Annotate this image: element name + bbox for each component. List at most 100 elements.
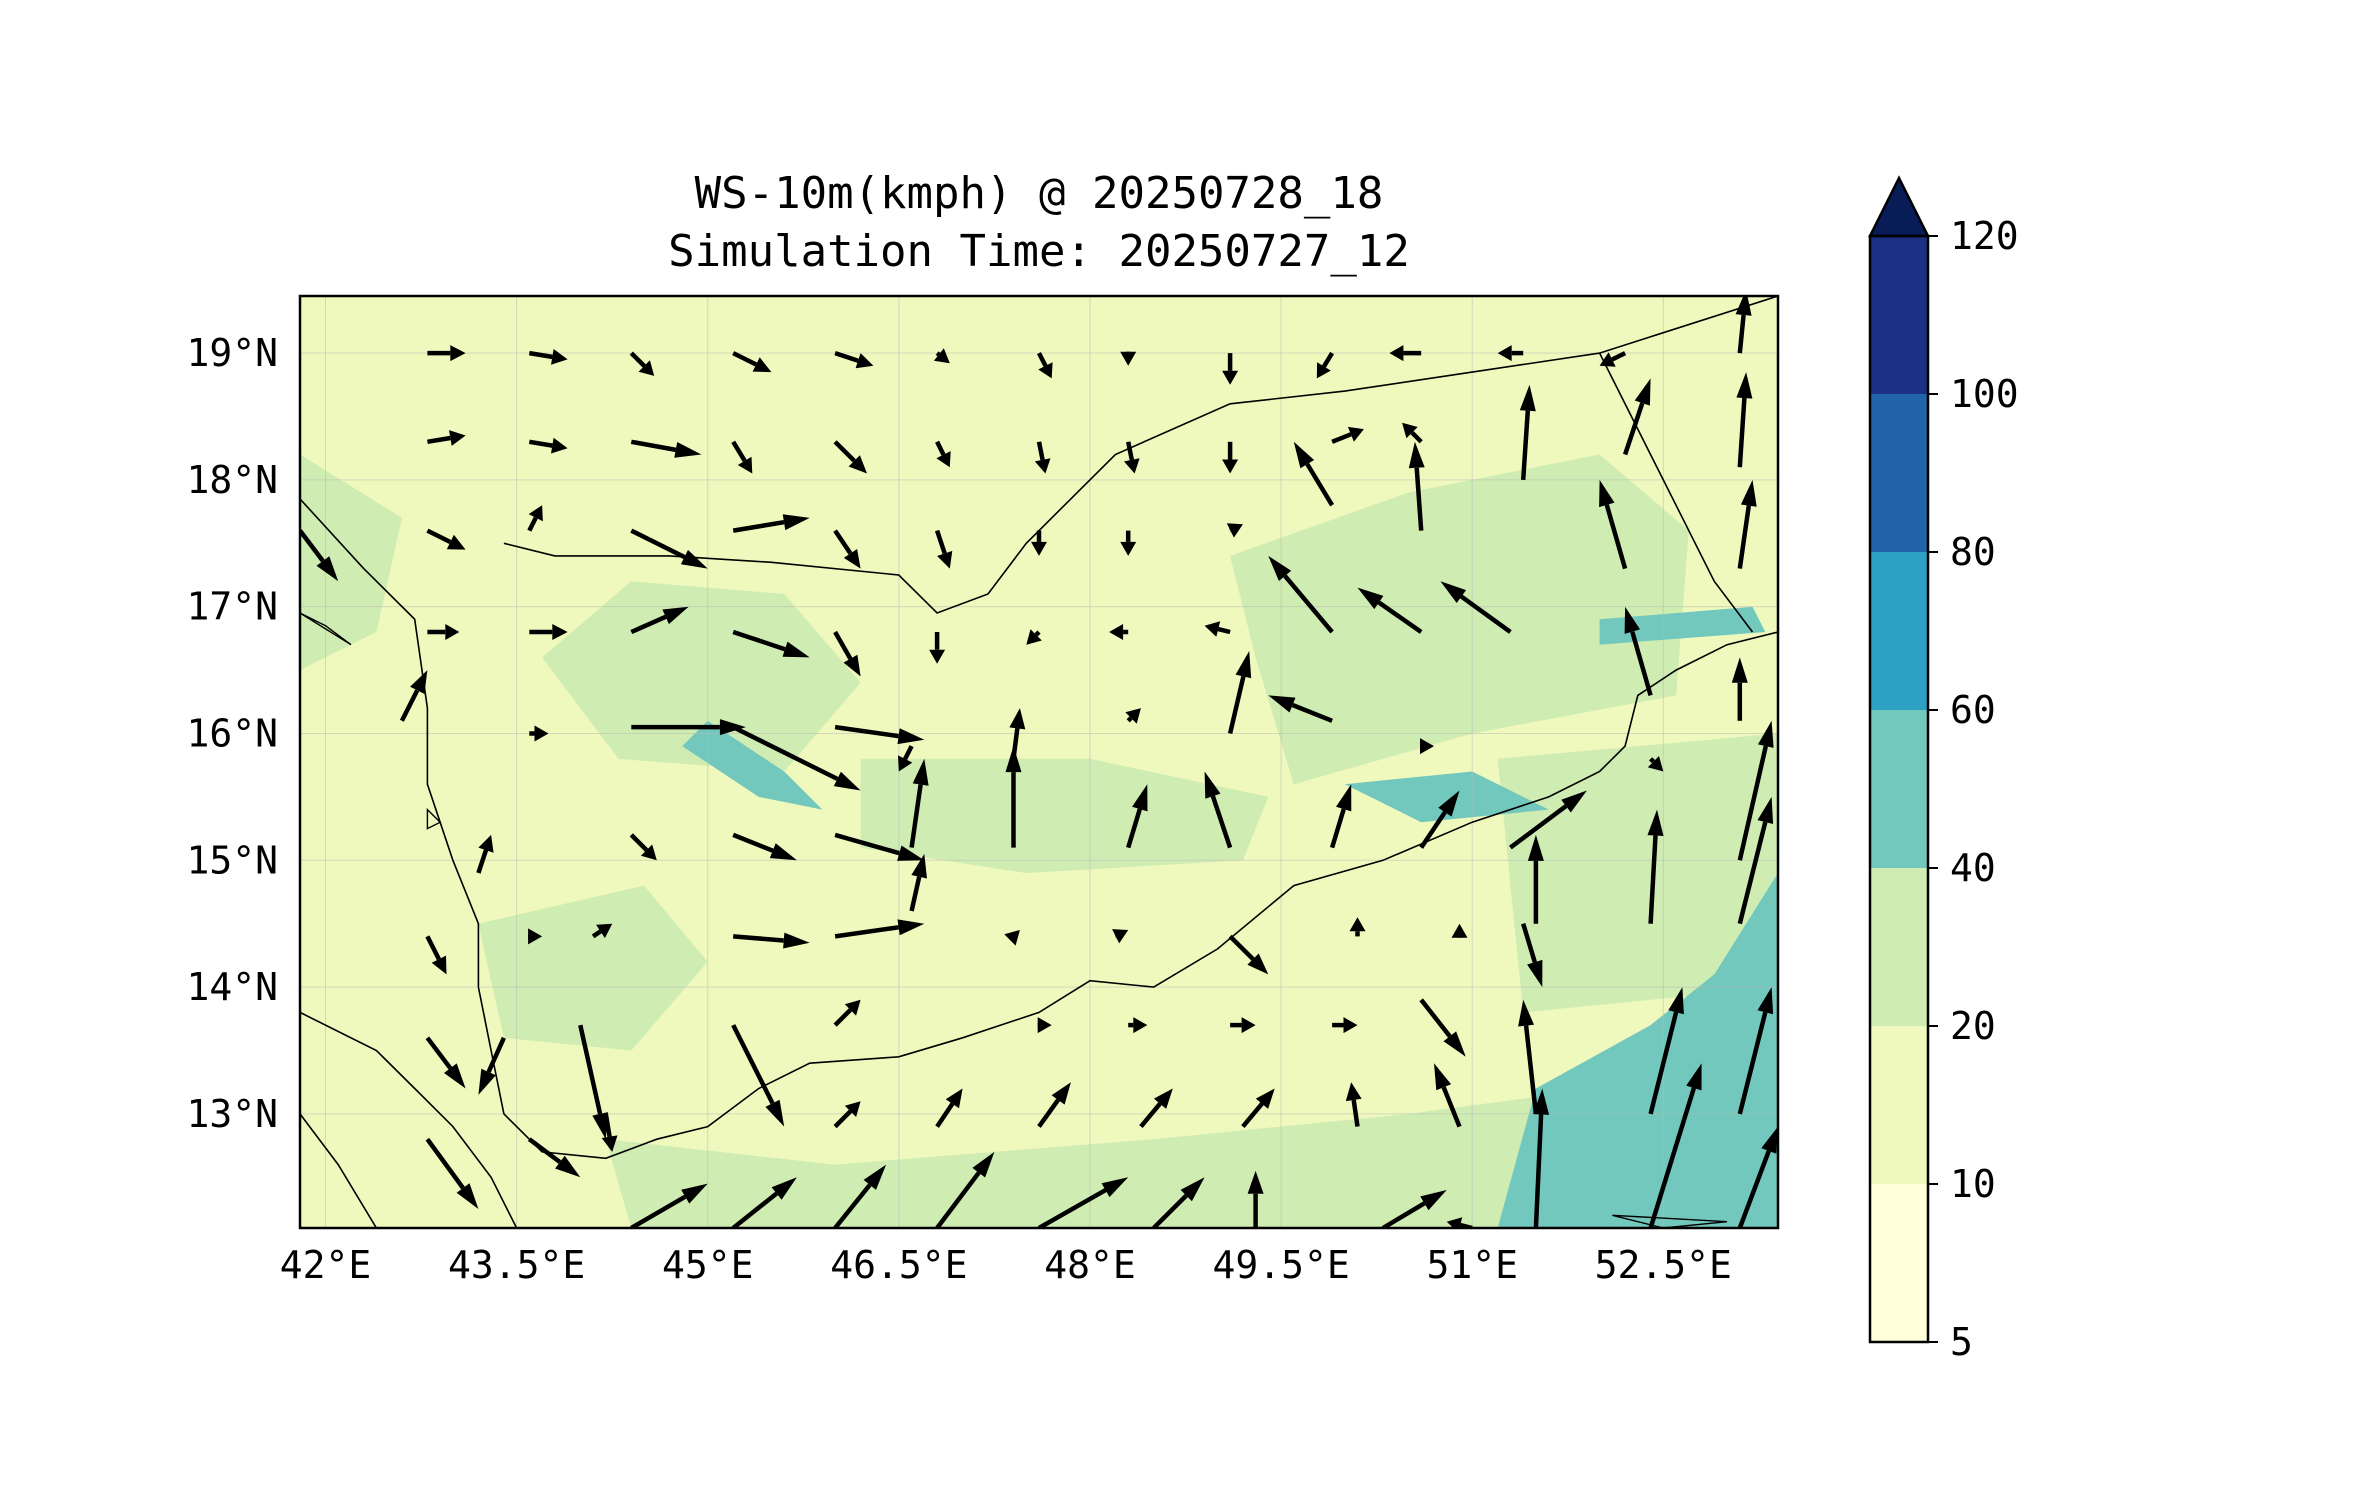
wind-arrow [1527,834,1544,924]
wind-arrow [631,719,746,736]
wind-arrow [732,351,772,373]
wind-arrow [1004,930,1020,946]
wind-arrow [476,834,494,874]
wind-arrow [929,632,946,664]
wind-arrow [1737,720,1774,861]
island [300,612,352,646]
wind-arrow [1227,651,1252,735]
wind-arrow [834,919,925,939]
country-border [300,1011,518,1228]
wind-arrow [732,629,810,658]
y-tick-label: 16°N [186,711,278,755]
wind-arrow [1509,790,1587,850]
speed-zone-40-60 [1497,873,1778,1228]
wind-arrow [1247,1170,1264,1228]
wind-arrow [909,758,929,848]
speed-zone-20-40 [860,758,1269,873]
x-tick-label: 51°E [1426,1243,1518,1287]
wind-arrow [1419,790,1460,849]
wind-arrow [1316,351,1335,379]
wind-arrow [1402,422,1423,444]
wind-arrow [1647,809,1664,924]
wind-arrow [732,514,810,533]
wind-arrow [834,724,925,745]
wind-arrow [834,350,874,369]
colorbar-label: 10 [1950,1162,1996,1206]
wind-arrow [478,1036,506,1095]
wind-arrow [1389,345,1422,362]
wind-arrow [732,832,797,861]
wind-arrow [1124,441,1140,474]
wind-arrow [1268,555,1334,634]
wind-arrow [425,1036,466,1089]
wind-arrow [1599,479,1628,570]
y-tick-label: 14°N [186,965,278,1009]
wind-arrow [1518,999,1539,1115]
map-frame [298,294,1780,1230]
wind-arrow [1230,1017,1256,1034]
wind-arrow [591,923,613,939]
wind-arrow [1357,587,1423,634]
wind-arrow [425,935,447,975]
y-tick-label: 19°N [186,331,278,375]
wind-arrow [425,1137,479,1209]
wind-arrow [833,1164,887,1228]
wind-arrow [1731,657,1748,721]
x-tick-label: 52.5°E [1595,1243,1732,1287]
wind-arrow [1451,923,1468,938]
wind-arrow [833,630,861,677]
colorbar-segment [1870,1184,1928,1342]
wind-arrow [1420,738,1434,755]
wind-arrow [1408,441,1425,531]
wind-arrow [1737,796,1774,925]
wind-arrow [1036,352,1053,379]
wind-arrow [1109,624,1129,640]
wind-arrow [1026,629,1042,645]
speed-zone-40-60 [682,720,823,810]
y-tick-label: 17°N [186,585,278,629]
wind-arrow [1125,708,1141,724]
wind-arrow [935,1088,963,1128]
coastline [300,498,1778,1160]
wind-arrow [1241,1088,1275,1129]
colorbar-segment [1870,710,1928,868]
colorbar-label: 100 [1950,372,2019,416]
wind-arrow [1648,1063,1702,1228]
map-area [300,296,1778,1228]
wind-arrow [1735,296,1752,354]
wind-arrow [630,1183,708,1228]
map-axes: 42°E 43.5°E 45°E 46.5°E 48°E 49.5°E 51°E 52.5°E… [186,294,1780,1287]
wind-arrow [427,624,460,640]
wind-arrow [527,505,543,532]
wind-arrow [1736,372,1753,468]
wind-arrow [1599,351,1627,367]
wind-arrow [732,725,861,791]
wind-arrow [630,606,689,635]
wind-arrow [1034,441,1051,474]
colorbar-segment [1870,394,1928,552]
colorbar-label: 80 [1950,530,1996,574]
wind-arrow [1345,1082,1362,1127]
wind-arrow [1152,1177,1205,1228]
colorbar-label: 60 [1950,688,1996,732]
map-subtitle: Simulation Time: 20250727_12 [668,226,1410,277]
wind-arrow [1440,581,1512,634]
wind-arrow [1226,523,1243,538]
wind-arrow [1737,479,1757,569]
wind-arrow [426,528,466,550]
wind-arrow [1204,771,1233,849]
wind-arrow [1031,530,1047,556]
wind-arrow [1268,695,1333,723]
speed-zone-40-60 [1599,606,1766,645]
wind-arrow [733,932,810,949]
wind-arrow [1120,530,1137,556]
y-tick-label: 15°N [186,838,278,882]
wind-arrow [1222,353,1239,385]
speed-zone-20-40 [478,885,708,1051]
wind-arrow [731,440,753,474]
wind-arrow [833,1101,861,1129]
wind-arrow [1521,923,1543,988]
wind-arrow [527,1137,581,1178]
